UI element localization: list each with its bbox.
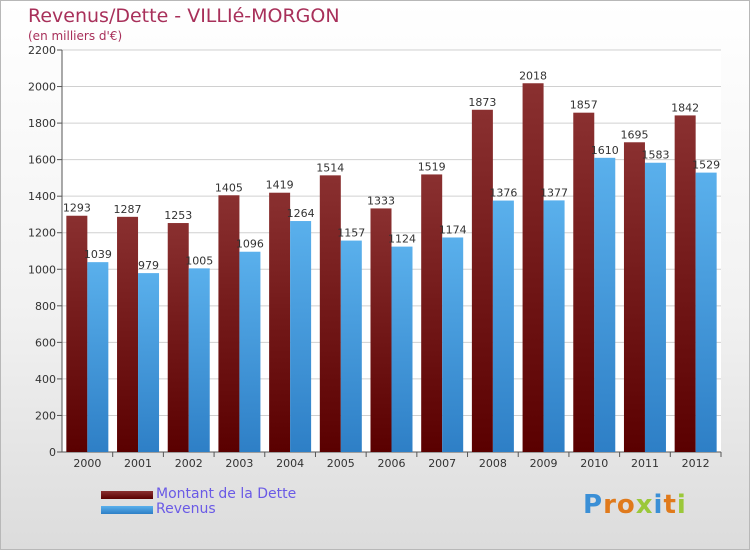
bar-revenus [340,240,362,452]
bar-revenus [138,273,160,452]
y-tick-label: 1200 [28,227,56,240]
legend-swatch-revenus [101,505,153,514]
data-label-dette: 1519 [418,160,446,173]
data-label-dette: 1873 [468,96,496,109]
data-label-dette: 1293 [63,202,91,215]
y-tick-label: 2200 [28,44,56,57]
data-label-revenus: 1610 [591,144,619,157]
legend-item-revenus: Revenus [101,502,296,517]
y-tick-label: 0 [49,446,56,459]
bar-revenus [492,200,514,452]
x-tick-label: 2003 [225,457,253,470]
y-tick-label: 200 [35,409,56,422]
bar-dette [471,109,493,452]
data-label-revenus: 1377 [540,186,568,199]
y-tick-label: 800 [35,300,56,313]
chart-subtitle: (en milliers d'€) [28,29,123,43]
data-label-dette: 1333 [367,194,395,207]
data-label-dette: 1695 [620,128,648,141]
bar-revenus [391,246,413,452]
y-tick-label: 400 [35,373,56,386]
data-label-dette: 1842 [671,101,699,114]
data-label-dette: 1857 [570,99,598,112]
legend-label-revenus: Revenus [156,501,216,517]
x-tick-label: 2000 [73,457,101,470]
data-label-revenus: 1529 [692,159,720,172]
bar-revenus [695,172,717,453]
data-label-revenus: 1124 [388,233,416,246]
x-tick-label: 2007 [428,457,456,470]
data-label-revenus: 1157 [337,227,365,240]
bar-dette [167,223,189,452]
bar-dette [674,115,696,452]
logo-letter: x [635,490,654,520]
y-tick-label: 2000 [28,81,56,94]
bar-dette [319,175,341,453]
y-tick-label: 1400 [28,190,56,203]
data-label-dette: 2018 [519,69,547,82]
bar-dette [573,112,595,453]
bar-dette [522,83,544,453]
data-label-dette: 1405 [215,181,243,194]
data-label-dette: 1287 [114,203,142,216]
bar-dette [117,216,139,452]
chart-title: Revenus/Dette - VILLIé-MORGON [28,5,340,27]
bar-dette [66,215,88,452]
logo-letter: t [663,490,677,520]
bar-dette [269,192,291,452]
bar-dette [421,174,443,453]
legend-item-dette: Montant de la Dette [101,487,296,502]
data-label-dette: 1253 [164,209,192,222]
bar-dette [218,195,240,452]
x-tick-label: 2010 [580,457,608,470]
data-label-dette: 1514 [316,161,344,174]
logo-letter: P [583,490,604,520]
y-tick-label: 1600 [28,154,56,167]
legend-label-dette: Montant de la Dette [156,486,297,502]
x-tick-label: 2004 [276,457,304,470]
bar-dette [623,142,645,452]
logo-letter: i [676,490,687,520]
bar-revenus [87,262,109,452]
x-tick-label: 2009 [530,457,558,470]
x-tick-label: 2006 [378,457,406,470]
x-tick-label: 2012 [682,457,710,470]
bar-revenus [290,221,312,452]
logo-letter: i [653,490,664,520]
y-tick-label: 1000 [28,263,56,276]
legend: Montant de la Dette Revenus [101,487,296,517]
data-label-revenus: 1376 [489,187,517,200]
x-tick-label: 2008 [479,457,507,470]
bar-revenus [239,251,261,452]
logo-letter: o [616,490,636,520]
bar-revenus [442,237,464,452]
x-tick-label: 2011 [631,457,659,470]
bar-revenus [644,162,666,452]
data-label-revenus: 979 [138,259,159,272]
x-tick-label: 2002 [175,457,203,470]
data-label-revenus: 1583 [641,149,669,162]
data-label-revenus: 1096 [236,238,264,251]
data-label-dette: 1419 [266,179,294,192]
data-label-revenus: 1174 [439,223,467,236]
y-tick-label: 1800 [28,117,56,130]
y-tick-label: 600 [35,336,56,349]
bar-revenus [543,200,565,452]
data-label-revenus: 1005 [185,254,213,267]
legend-swatch-dette [101,490,153,499]
bar-revenus [594,157,616,453]
x-tick-label: 2005 [327,457,355,470]
logo-letter: r [603,490,617,520]
bar-revenus [188,268,210,452]
proxiti-logo: Proxiti [583,490,687,520]
x-tick-label: 2001 [124,457,152,470]
bar-dette [370,208,392,452]
data-label-revenus: 1039 [84,248,112,261]
data-label-revenus: 1264 [287,207,315,220]
